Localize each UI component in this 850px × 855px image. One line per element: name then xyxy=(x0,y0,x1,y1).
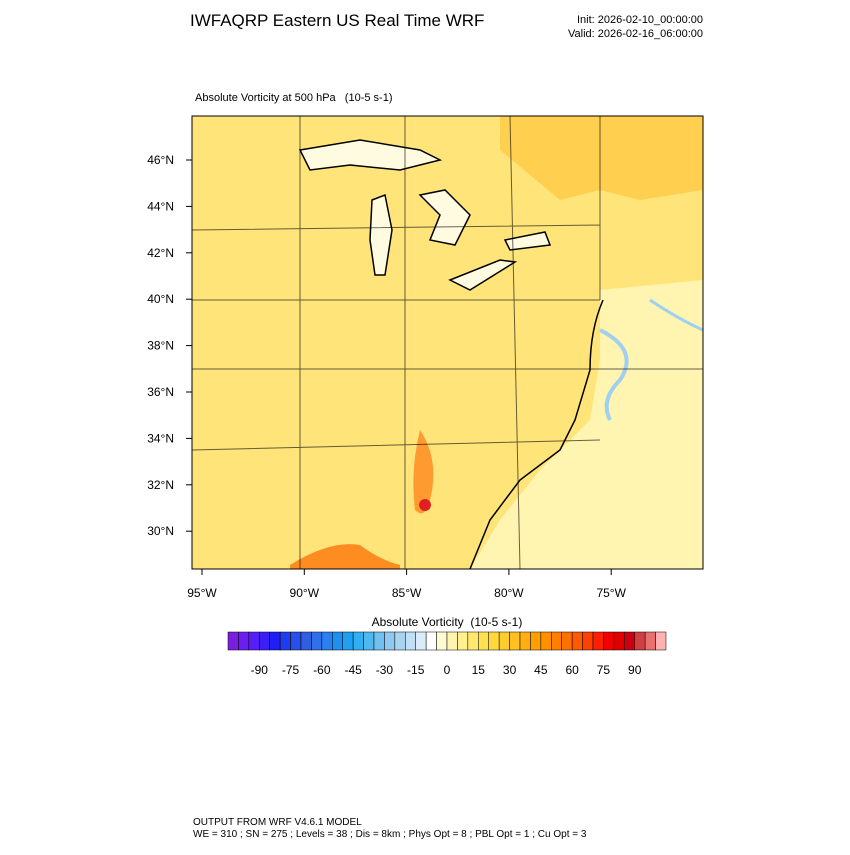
colorbar-box xyxy=(655,631,667,651)
lake-ontario xyxy=(503,231,552,251)
colorbar-label: 0 xyxy=(444,663,451,677)
colorbar-box xyxy=(613,631,625,651)
colorbar-label: 15 xyxy=(472,663,486,677)
lat-label: 40°N xyxy=(147,292,174,306)
colorbar-box xyxy=(436,631,448,651)
colorbar-box xyxy=(384,631,396,651)
vorticity-max xyxy=(419,499,431,511)
colorbar-box xyxy=(498,631,510,651)
colorbar-label: 75 xyxy=(597,663,611,677)
colorbar-box xyxy=(279,631,291,651)
lon-label: 95°W xyxy=(187,586,217,600)
lon-label: 85°W xyxy=(392,586,422,600)
colorbar-box xyxy=(373,631,385,651)
coastline xyxy=(469,299,604,569)
colorbar-label: 45 xyxy=(534,663,548,677)
map xyxy=(192,116,703,569)
footer-line: OUTPUT FROM WRF V4.6.1 MODEL xyxy=(193,817,362,828)
colorbar-box xyxy=(405,631,416,651)
valid-time: Valid: 2026-02-16_06:00:00 xyxy=(568,28,703,40)
lat-label: 44°N xyxy=(147,199,174,213)
colorbar-box xyxy=(551,631,562,651)
colorbar-box xyxy=(488,631,500,651)
colorbar-box xyxy=(321,631,333,651)
colorbar-box xyxy=(478,631,489,651)
colorbar-box xyxy=(415,631,427,651)
colorbar-box xyxy=(227,631,239,651)
ocean xyxy=(470,280,703,569)
ocean-feature xyxy=(599,328,629,421)
colorbar-box xyxy=(530,631,542,651)
ocean-feature xyxy=(649,298,703,332)
colorbar-box xyxy=(352,631,364,651)
lake-huron xyxy=(418,189,471,246)
colorbar-box xyxy=(259,631,270,651)
field-title: Absolute Vorticity at 500 hPa (10-5 s-1) xyxy=(195,92,393,104)
colorbar-label: -15 xyxy=(407,663,425,677)
lat-label: 36°N xyxy=(147,385,174,399)
state-borders xyxy=(192,116,703,569)
lon-label: 75°W xyxy=(596,586,626,600)
lat-label: 42°N xyxy=(147,246,174,260)
colorbar-label: -75 xyxy=(282,663,300,677)
colorbar-box xyxy=(363,631,375,651)
colorbar-box xyxy=(446,631,458,651)
vorticity-feature xyxy=(413,430,434,514)
colorbar-box xyxy=(467,631,479,651)
gulf-feature xyxy=(290,544,400,569)
colorbar-box xyxy=(300,631,312,651)
colorbar-box xyxy=(509,631,521,651)
colorbar-box xyxy=(394,631,406,651)
colorbar-label: -90 xyxy=(251,663,269,677)
colorbar-box xyxy=(582,631,594,651)
colorbar-label: -60 xyxy=(313,663,331,677)
lat-label: 30°N xyxy=(147,524,174,538)
colorbar-label: -30 xyxy=(376,663,394,677)
map-border xyxy=(191,115,704,570)
lat-label: 38°N xyxy=(147,339,174,353)
colorbar-label: 90 xyxy=(628,663,642,677)
colorbar-box xyxy=(238,631,250,651)
colorbar-box xyxy=(425,631,437,651)
map-axes: 46°N 44°N 42°N 40°N 38°N 36°N 34°N 32°N 30°N 95°W… xyxy=(147,153,626,600)
canada-field xyxy=(500,116,703,200)
colorbar-label: 30 xyxy=(503,663,517,677)
colorbar-box xyxy=(571,631,583,651)
lake-erie xyxy=(448,259,518,291)
footer-line: WE = 310 ; SN = 275 ; Levels = 38 ; Dis … xyxy=(193,829,587,840)
lon-label: 80°W xyxy=(494,586,524,600)
colorbar-box xyxy=(644,631,656,651)
colorbar-box xyxy=(342,631,354,651)
colorbar-box xyxy=(248,631,260,651)
lon-label: 90°W xyxy=(290,586,320,600)
lat-label: 34°N xyxy=(147,431,174,445)
colorbar-box xyxy=(592,631,604,651)
colorbar-box xyxy=(311,631,323,651)
colorbar-box xyxy=(634,631,646,651)
colorbar-box xyxy=(603,631,615,651)
colorbar-box xyxy=(269,631,281,651)
colorbar-box xyxy=(457,631,469,651)
colorbar-box xyxy=(624,631,635,651)
lat-label: 32°N xyxy=(147,478,174,492)
colorbar-box xyxy=(519,631,531,651)
colorbar-box xyxy=(290,631,302,651)
colorbar-box xyxy=(332,631,343,651)
colorbar-label: 60 xyxy=(565,663,579,677)
init-time: Init: 2026-02-10_00:00:00 xyxy=(577,14,703,26)
title: IWFAQRP Eastern US Real Time WRF xyxy=(190,11,484,30)
lake-michigan xyxy=(369,193,393,276)
colorbar-label: -45 xyxy=(344,663,362,677)
colorbar: -90 -75 -60 -45 -30 -15 0 15 30 45 60 75 90 xyxy=(227,631,667,677)
lat-label: 46°N xyxy=(147,153,174,167)
colorbar-box xyxy=(540,631,552,651)
colorbar-title: Absolute Vorticity (10-5 s-1) xyxy=(372,615,523,629)
colorbar-box xyxy=(561,631,573,651)
